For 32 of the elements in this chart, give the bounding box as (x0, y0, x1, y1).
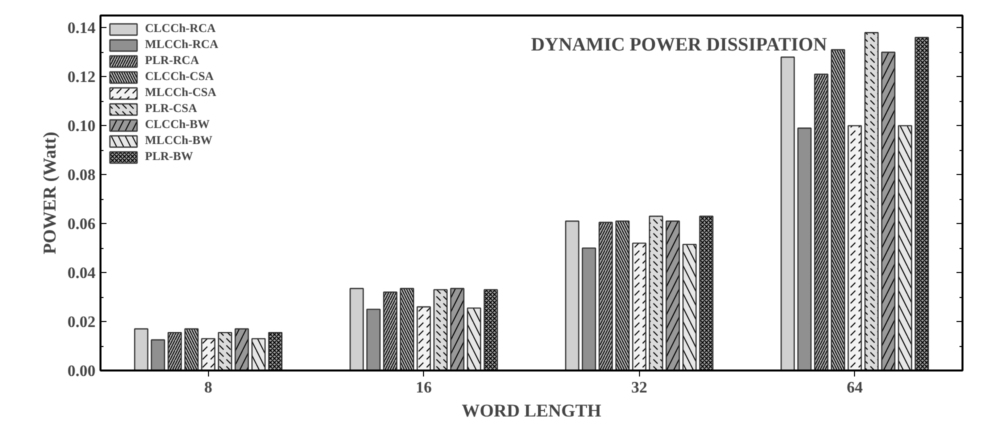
y-tick-label: 0.08 (68, 167, 96, 184)
bar (350, 288, 364, 370)
y-tick-label: 0.02 (68, 314, 96, 332)
y-tick-label: 0.12 (68, 69, 96, 86)
legend-label: MLCCh-RCA (145, 37, 218, 52)
x-tick-label: 8 (204, 380, 212, 396)
legend-label: MLCCh-CSA (145, 85, 216, 100)
bar (797, 128, 812, 370)
legend-label: CLCCh-BW (145, 117, 210, 132)
x-axis-title: WORD LENGTH (462, 400, 602, 420)
bar (150, 339, 166, 370)
legend-label: PLR-RCA (145, 53, 199, 68)
x-tick-label: 64 (846, 380, 863, 396)
legend-label: CLCCh-RCA (145, 21, 216, 36)
bar (134, 328, 148, 370)
legend-label: CLCCh-CSA (145, 69, 214, 84)
legend-label: PLR-CSA (145, 101, 198, 116)
y-tick-label: 0.04 (68, 265, 96, 282)
bar (366, 308, 381, 370)
bar (582, 247, 596, 370)
text: DYNAMIC POWER DISSIPATION (531, 34, 828, 56)
x-tick-label: 32 (631, 380, 648, 396)
bar (565, 220, 580, 370)
legend-label: PLR-BW (145, 149, 193, 164)
bar (780, 56, 795, 370)
y-tick-label: 0.14 (68, 20, 96, 38)
y-axis-title: POWER (Watt) (40, 132, 60, 254)
legend-label: MLCCh-BW (145, 133, 212, 148)
y-tick-label: 0.10 (68, 118, 96, 136)
x-tick-label: 16 (416, 380, 432, 396)
y-tick-label: 0.06 (68, 216, 96, 234)
y-tick-label: 0.00 (68, 363, 96, 380)
